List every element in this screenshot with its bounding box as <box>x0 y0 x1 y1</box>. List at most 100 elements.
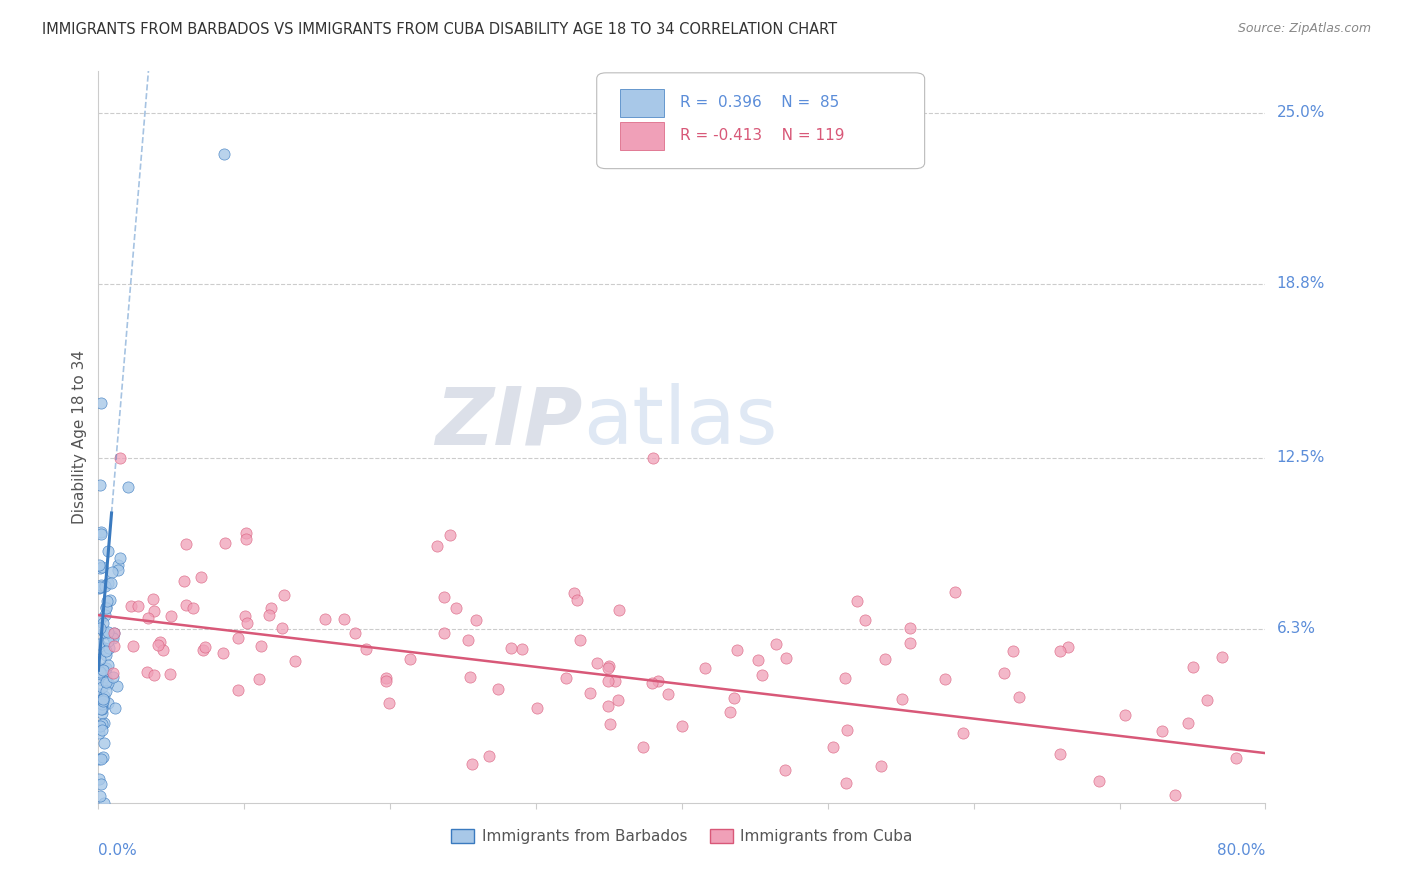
Point <box>93 663 115 677</box>
Point <box>596 699 619 714</box>
Point <box>834 671 856 685</box>
Point <box>91 697 114 711</box>
Point <box>100 592 122 607</box>
Point <box>631 740 654 755</box>
Point <box>499 640 522 655</box>
Point <box>1211 650 1233 665</box>
Point <box>1181 660 1204 674</box>
Point <box>176 537 198 551</box>
Point <box>214 536 236 550</box>
Point <box>96 593 118 607</box>
Point <box>226 682 249 697</box>
Point <box>91 681 114 695</box>
Point <box>93 625 115 640</box>
Point <box>823 740 845 755</box>
Point <box>91 723 114 737</box>
Point <box>87 752 110 766</box>
Point <box>1088 774 1111 789</box>
Point <box>89 693 111 707</box>
Point <box>90 752 112 766</box>
Point <box>93 736 115 750</box>
Text: ZIP: ZIP <box>436 384 582 461</box>
Point <box>94 600 117 615</box>
Point <box>257 607 280 622</box>
Point <box>93 641 115 656</box>
Point <box>900 621 922 635</box>
Point <box>212 147 235 161</box>
Point <box>1195 692 1218 706</box>
Point <box>270 621 292 635</box>
Point <box>247 672 270 686</box>
Text: 25.0%: 25.0% <box>1277 105 1324 120</box>
Point <box>181 600 204 615</box>
Point <box>173 574 195 589</box>
Point <box>1057 640 1080 654</box>
Point <box>399 652 422 666</box>
Point <box>233 609 256 624</box>
Point <box>212 646 235 660</box>
Point <box>1164 788 1187 802</box>
Point <box>555 672 578 686</box>
Point <box>226 631 249 645</box>
Point <box>101 669 124 683</box>
Point <box>107 563 129 577</box>
Point <box>846 594 869 608</box>
Point <box>87 580 110 594</box>
Point <box>835 775 858 789</box>
Point <box>135 665 157 679</box>
Point <box>91 749 114 764</box>
Point <box>193 643 215 657</box>
Point <box>671 718 693 732</box>
Point <box>90 777 112 791</box>
Point <box>94 674 117 689</box>
Point <box>578 686 600 700</box>
Point <box>596 673 619 688</box>
Point <box>870 759 893 773</box>
Point <box>89 789 111 804</box>
Text: IMMIGRANTS FROM BARBADOS VS IMMIGRANTS FROM CUBA DISABILITY AGE 18 TO 34 CORRELA: IMMIGRANTS FROM BARBADOS VS IMMIGRANTS F… <box>42 22 838 37</box>
Point <box>747 653 769 667</box>
Point <box>143 667 166 681</box>
Point <box>718 705 741 719</box>
Point <box>599 717 621 731</box>
FancyBboxPatch shape <box>620 122 665 150</box>
Point <box>91 700 114 714</box>
Point <box>93 625 115 640</box>
Point <box>1049 747 1071 761</box>
Point <box>91 692 114 706</box>
Point <box>105 679 128 693</box>
Text: Source: ZipAtlas.com: Source: ZipAtlas.com <box>1237 22 1371 36</box>
Point <box>565 593 588 607</box>
Point <box>375 672 398 686</box>
Point <box>103 625 125 640</box>
Point <box>96 670 118 684</box>
Point <box>249 639 271 653</box>
Point <box>873 651 896 665</box>
Text: 0.0%: 0.0% <box>98 843 138 858</box>
Point <box>103 639 125 653</box>
Point <box>510 641 533 656</box>
Point <box>149 634 172 648</box>
FancyBboxPatch shape <box>596 73 925 169</box>
Point <box>94 661 117 675</box>
Point <box>89 561 111 575</box>
Point <box>97 624 120 639</box>
Text: atlas: atlas <box>582 384 778 461</box>
Point <box>344 625 367 640</box>
Point <box>97 576 120 591</box>
FancyBboxPatch shape <box>620 89 665 117</box>
Point <box>97 633 120 648</box>
Point <box>259 601 281 615</box>
Point <box>142 591 165 606</box>
Point <box>641 450 664 465</box>
Point <box>87 772 110 786</box>
Point <box>94 684 117 698</box>
Point <box>526 700 548 714</box>
Point <box>90 395 112 409</box>
Point <box>1177 715 1199 730</box>
Point <box>91 692 114 706</box>
Point <box>101 630 124 644</box>
Point <box>87 661 110 675</box>
Point <box>91 615 114 630</box>
Point <box>104 701 127 715</box>
